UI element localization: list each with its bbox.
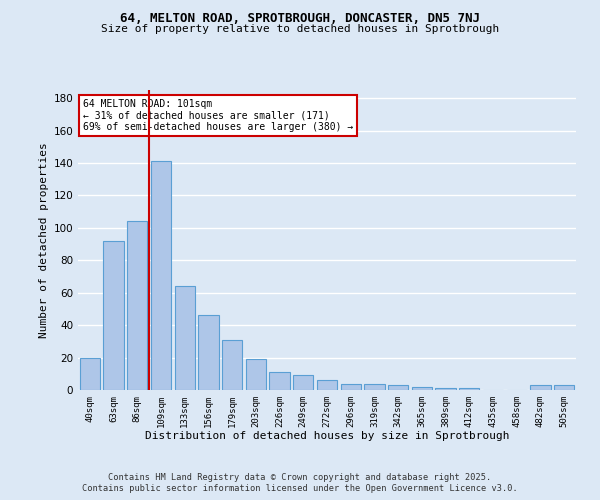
Bar <box>341 384 361 390</box>
Bar <box>199 316 218 390</box>
Bar <box>364 384 385 390</box>
Bar <box>80 358 100 390</box>
Text: Contains HM Land Registry data © Crown copyright and database right 2025.: Contains HM Land Registry data © Crown c… <box>109 472 491 482</box>
Bar <box>388 385 408 390</box>
Bar <box>317 380 337 390</box>
Bar <box>127 222 148 390</box>
Y-axis label: Number of detached properties: Number of detached properties <box>39 142 49 338</box>
Bar <box>412 387 432 390</box>
Text: 64 MELTON ROAD: 101sqm
← 31% of detached houses are smaller (171)
69% of semi-de: 64 MELTON ROAD: 101sqm ← 31% of detached… <box>83 99 353 132</box>
Bar <box>103 241 124 390</box>
Bar <box>459 388 479 390</box>
Text: Contains public sector information licensed under the Open Government Licence v3: Contains public sector information licen… <box>82 484 518 493</box>
Text: 64, MELTON ROAD, SPROTBROUGH, DONCASTER, DN5 7NJ: 64, MELTON ROAD, SPROTBROUGH, DONCASTER,… <box>120 12 480 26</box>
Bar <box>530 385 551 390</box>
Text: Size of property relative to detached houses in Sprotbrough: Size of property relative to detached ho… <box>101 24 499 34</box>
Bar <box>246 359 266 390</box>
Bar <box>554 385 574 390</box>
Bar <box>436 388 455 390</box>
Bar <box>293 376 313 390</box>
Bar <box>269 372 290 390</box>
X-axis label: Distribution of detached houses by size in Sprotbrough: Distribution of detached houses by size … <box>145 432 509 442</box>
Bar <box>222 340 242 390</box>
Bar <box>151 162 171 390</box>
Bar <box>175 286 195 390</box>
